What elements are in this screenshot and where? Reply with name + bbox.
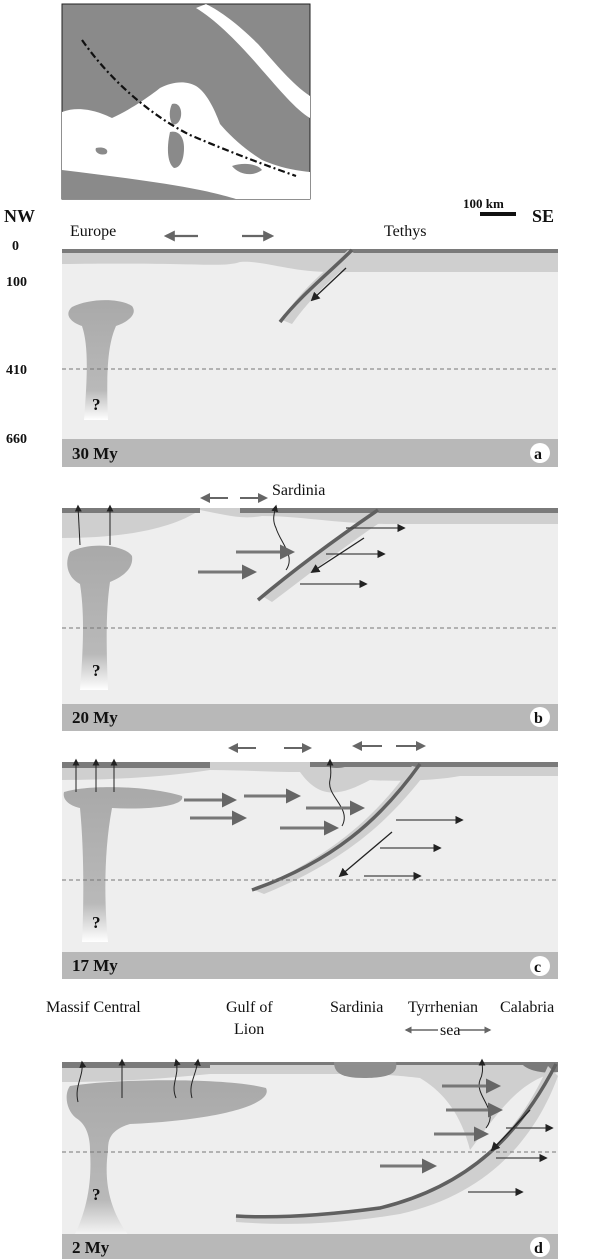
sardinia-label-d: Sardinia xyxy=(330,999,383,1016)
scale-label: 100 km xyxy=(463,196,504,211)
depth-label-660: 660 xyxy=(6,432,27,447)
age-label-d: 2 My xyxy=(72,1238,110,1257)
sardinia-label-b: Sardinia xyxy=(272,482,325,499)
question-mark-b: ? xyxy=(92,661,101,680)
se-label: SE xyxy=(532,206,554,226)
question-mark-d: ? xyxy=(92,1185,101,1204)
question-mark-c: ? xyxy=(92,913,101,932)
panel-letter-a: a xyxy=(534,446,542,463)
depth-label-0: 0 xyxy=(12,239,19,254)
panel-d: Massif Central Gulf of Lion Sardinia Tyr… xyxy=(46,999,558,1259)
subduction-arrow-a xyxy=(310,267,347,302)
panel-letter-b: b xyxy=(534,710,543,727)
calabria-label: Calabria xyxy=(500,999,554,1016)
map-inset xyxy=(61,3,311,200)
age-bar-c xyxy=(62,952,558,979)
panel-letter-c: c xyxy=(534,959,541,976)
age-bar-b xyxy=(62,704,558,731)
panel-b: Sardinia ? 20 My b xyxy=(62,482,558,731)
panel-c: ? 17 My c xyxy=(62,741,558,979)
age-bar-a xyxy=(62,439,558,467)
age-label-a: 30 My xyxy=(72,444,118,463)
massif-central-label: Massif Central xyxy=(46,999,141,1016)
gulf-of-lion-label-1: Gulf of xyxy=(226,999,273,1016)
age-label-c: 17 My xyxy=(72,956,118,975)
scale-bar xyxy=(480,212,516,216)
question-mark-a: ? xyxy=(92,395,101,414)
panel-a: Europe Tethys 0 100 410 660 ? 30 My a xyxy=(6,223,558,467)
tethys-label: Tethys xyxy=(384,223,426,240)
age-label-b: 20 My xyxy=(72,708,118,727)
gulf-of-lion-label-2: Lion xyxy=(234,1021,264,1038)
europe-label: Europe xyxy=(70,223,116,240)
depth-label-100: 100 xyxy=(6,275,27,290)
depth-label-410: 410 xyxy=(6,363,27,378)
nw-label: NW xyxy=(4,206,35,226)
tyrrhenian-label-1: Tyrrhenian xyxy=(408,999,478,1016)
panel-letter-d: d xyxy=(534,1240,543,1257)
age-bar-d xyxy=(62,1234,558,1259)
tyrrhenian-label-2: sea xyxy=(440,1022,460,1039)
